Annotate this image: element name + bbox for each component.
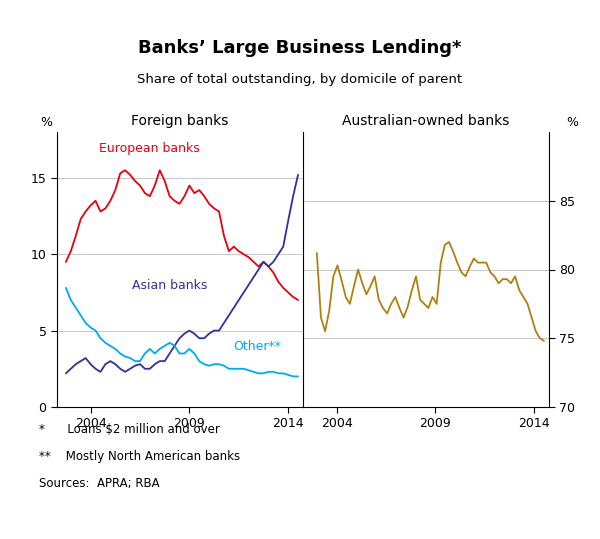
Title: Foreign banks: Foreign banks (131, 114, 229, 128)
Text: Sources:  APRA; RBA: Sources: APRA; RBA (39, 477, 160, 490)
Text: *      Loans $2 million and over: * Loans $2 million and over (39, 423, 220, 436)
Title: Australian-owned banks: Australian-owned banks (343, 114, 509, 128)
Text: Asian banks: Asian banks (132, 279, 208, 292)
Text: Share of total outstanding, by domicile of parent: Share of total outstanding, by domicile … (137, 73, 463, 86)
Text: %: % (40, 116, 52, 129)
Text: Other**: Other** (233, 341, 281, 354)
Text: %: % (566, 116, 578, 129)
Text: **    Mostly North American banks: ** Mostly North American banks (39, 450, 240, 463)
Text: Banks’ Large Business Lending*: Banks’ Large Business Lending* (138, 39, 462, 57)
Text: European banks: European banks (100, 142, 200, 155)
